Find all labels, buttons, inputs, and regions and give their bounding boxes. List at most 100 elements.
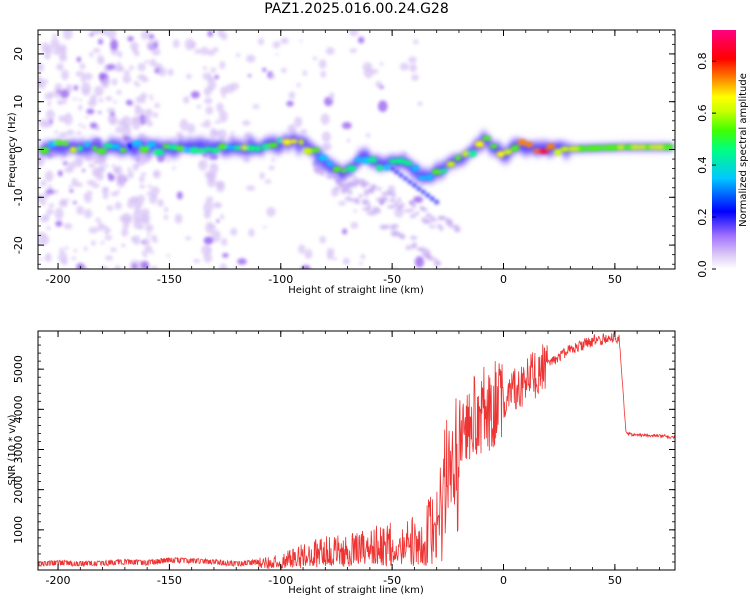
noise-speckle	[409, 63, 418, 73]
ridge-core-blob	[418, 175, 427, 180]
spectrogram-ridge-core	[39, 136, 674, 205]
noise-speckle	[149, 97, 154, 101]
spectrogram-xtick-label: -100	[268, 273, 293, 286]
noise-speckle	[157, 63, 162, 67]
noise-speckle	[129, 65, 134, 71]
noise-speckle	[54, 130, 59, 134]
noise-speckle	[101, 186, 109, 196]
noise-speckle	[203, 253, 213, 263]
noise-speckle	[410, 244, 417, 249]
noise-speckle	[137, 74, 147, 81]
ridge-core-blob	[503, 148, 513, 155]
noise-speckle	[216, 219, 220, 223]
noise-speckle	[96, 54, 105, 65]
ridge-core-blob	[644, 144, 651, 150]
noise-speckle	[186, 73, 192, 80]
noise-speckle	[71, 256, 77, 261]
ridge-core-blob	[554, 149, 562, 156]
noise-speckle	[318, 59, 327, 69]
spectrogram-ytick-label: -10	[12, 188, 25, 206]
noise-speckle	[389, 205, 396, 209]
noise-speckle	[39, 118, 49, 128]
noise-speckle	[215, 180, 225, 187]
noise-speckle	[288, 91, 296, 100]
noise-speckle	[98, 98, 104, 103]
noise-speckle	[46, 208, 54, 215]
noise-speckle	[364, 181, 370, 186]
noise-speckle	[75, 131, 82, 135]
noise-speckle	[299, 39, 303, 43]
ridge-core-blob	[600, 145, 607, 151]
noise-speckle	[363, 189, 370, 194]
noise-speckle	[401, 233, 406, 240]
noise-speckle	[78, 123, 82, 127]
ridge-core-blob	[591, 144, 598, 152]
ridge-core-blob	[569, 145, 576, 152]
noise-speckle	[332, 257, 338, 261]
noise-speckle	[361, 183, 367, 188]
noise-speckle	[209, 162, 219, 175]
ridge-branch	[407, 179, 413, 185]
noise-speckle	[248, 228, 255, 237]
ridge-core-blob	[103, 143, 115, 149]
noise-speckle	[62, 161, 68, 166]
noise-speckle	[405, 245, 411, 251]
noise-speckle	[44, 53, 51, 60]
noise-speckle	[221, 95, 226, 99]
noise-speckle	[38, 75, 44, 88]
ridge-branch	[411, 182, 417, 188]
noise-speckle	[262, 67, 267, 72]
noise-speckle	[100, 241, 105, 245]
ridge-core-blob	[546, 143, 555, 150]
noise-speckle	[58, 47, 67, 59]
noise-speckle	[321, 131, 331, 143]
noise-speckle	[328, 92, 335, 100]
noise-speckle	[360, 254, 366, 260]
ridge-core-blob	[474, 140, 485, 148]
noise-speckle	[184, 236, 192, 241]
ridge-core-blob	[578, 145, 585, 152]
noise-speckle	[422, 251, 431, 258]
ridge-core-blob	[354, 157, 362, 163]
ridge-core-blob	[640, 144, 647, 150]
noise-speckle	[121, 227, 129, 238]
ridge-core-blob	[77, 145, 84, 152]
noise-speckle	[117, 51, 123, 58]
noise-speckle	[140, 208, 150, 217]
noise-speckle	[47, 184, 53, 190]
noise-speckle	[54, 207, 64, 220]
noise-speckle	[75, 70, 85, 77]
noise-speckle	[420, 217, 429, 223]
noise-speckle	[410, 235, 418, 240]
noise-speckle	[73, 85, 78, 91]
noise-speckle	[110, 247, 118, 252]
noise-speckle	[56, 89, 61, 93]
noise-speckle	[399, 62, 409, 71]
snr-xtick-label: -50	[383, 574, 401, 587]
noise-speckle	[61, 69, 69, 81]
ridge-core-blob	[69, 146, 77, 153]
noise-speckle	[203, 201, 213, 214]
noise-speckle	[230, 131, 235, 134]
noise-speckle	[364, 206, 372, 211]
noise-speckle	[397, 197, 402, 203]
ridge-core-blob	[290, 139, 298, 144]
noise-speckle	[66, 198, 70, 201]
noise-speckle	[47, 101, 52, 105]
snr-ylabel: SNR (10 * v/v)	[7, 414, 18, 485]
noise-speckle	[200, 123, 205, 127]
noise-speckle	[179, 118, 189, 131]
noise-speckle	[84, 208, 93, 219]
noise-speckle	[390, 197, 396, 202]
ridge-core-blob	[440, 168, 448, 174]
noise-speckle	[194, 49, 202, 54]
noise-speckle	[445, 273, 450, 276]
ridge-core-blob	[282, 138, 292, 146]
ridge-core-blob	[245, 145, 257, 152]
snr-frame	[37, 330, 676, 571]
noise-speckle	[42, 241, 46, 245]
noise-speckle	[259, 172, 265, 180]
ridge-core-blob	[662, 144, 669, 151]
ridge-core-blob	[240, 144, 248, 151]
noise-speckle	[205, 221, 215, 234]
